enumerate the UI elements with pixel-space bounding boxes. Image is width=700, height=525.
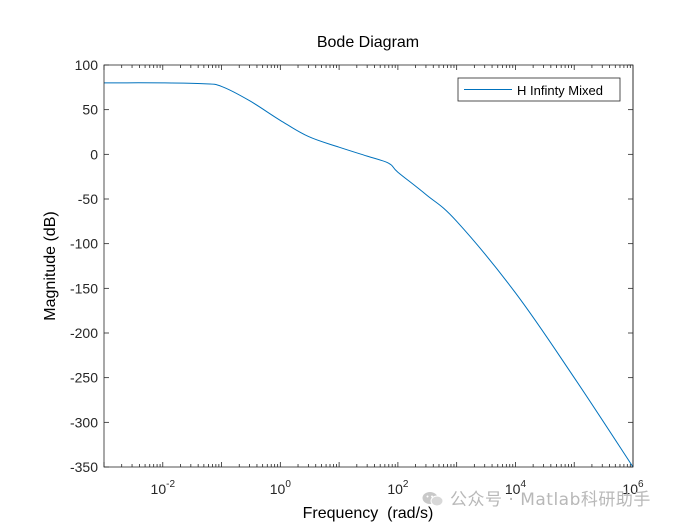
chart-title: Bode Diagram <box>317 34 419 51</box>
y-axis-label: Magnitude (dB) <box>42 211 59 320</box>
y-tick-label: -300 <box>70 414 98 430</box>
watermark: 公众号 · Matlab科研助手 <box>422 485 651 510</box>
x-tick-label: 102 <box>387 479 409 497</box>
y-tick-label: 100 <box>75 57 99 73</box>
axes-box <box>103 64 634 468</box>
plot-area <box>104 65 633 467</box>
y-tick-label: -350 <box>70 459 98 475</box>
x-tick-label: 10-2 <box>151 479 176 497</box>
y-tick-label: 50 <box>82 102 98 118</box>
legend: H Infinty Mixed <box>457 77 621 102</box>
series-line-h-infinty-mixed <box>103 82 634 468</box>
y-tick-label: -150 <box>70 280 98 296</box>
y-tick-label: -200 <box>70 325 98 341</box>
y-tick-label: -100 <box>70 236 98 252</box>
y-tick-label: -50 <box>78 191 98 207</box>
wechat-icon <box>422 492 444 507</box>
x-tick-label: 104 <box>505 479 527 497</box>
x-axis-label: Frequency (rad/s) <box>303 505 434 522</box>
y-tick-label: 0 <box>90 146 98 162</box>
x-tick-label: 106 <box>622 479 644 497</box>
y-tick-label: -250 <box>70 370 98 386</box>
legend-box <box>457 77 621 102</box>
watermark-text: 公众号 · Matlab科研助手 <box>450 490 651 510</box>
legend-entry-label: H Infinty Mixed <box>517 83 603 98</box>
x-tick-label: 100 <box>270 479 292 497</box>
